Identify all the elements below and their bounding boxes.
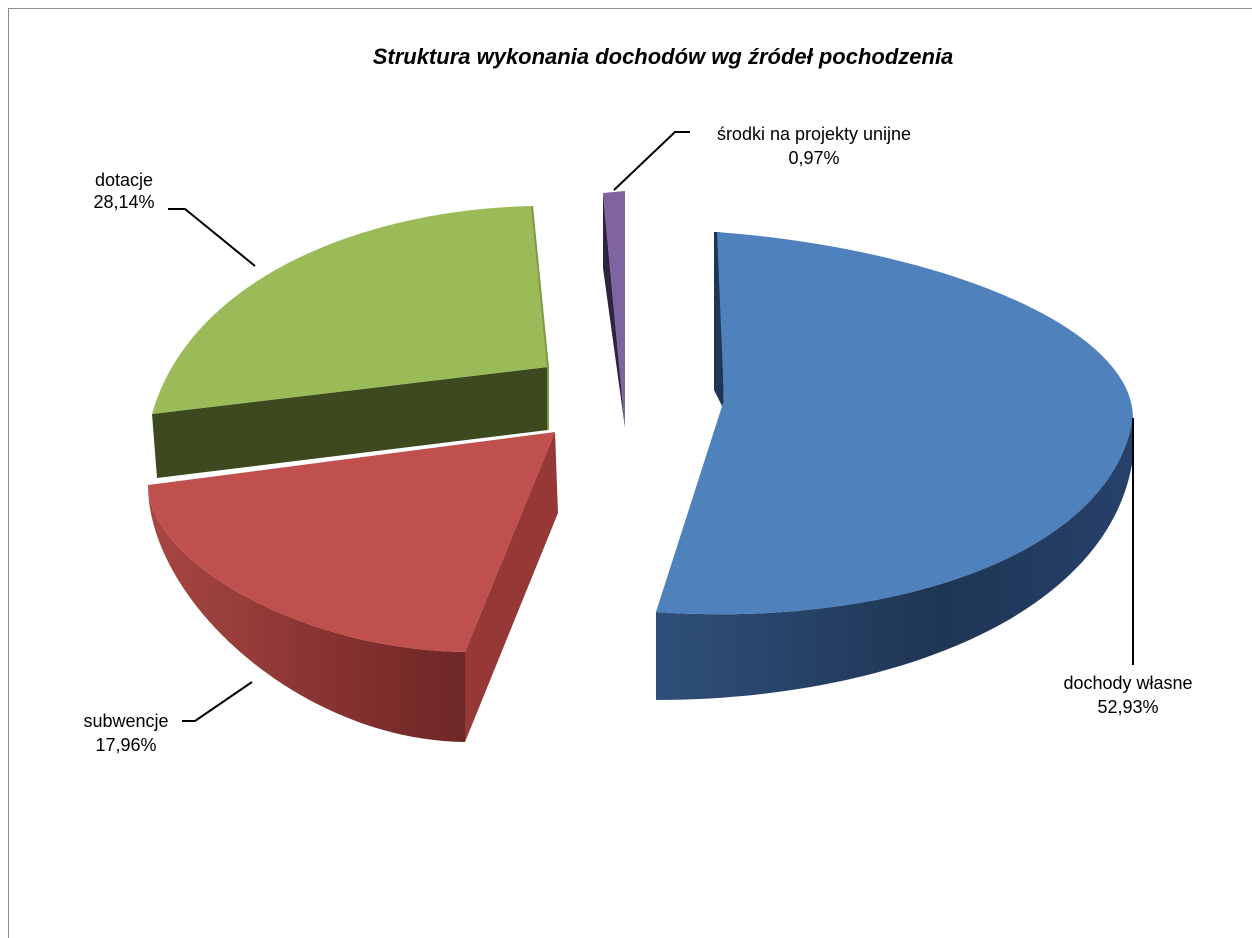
label-dotacje-value: 28,14% [93, 192, 154, 212]
label-subwencje-name: subwencje [83, 711, 168, 731]
slice-dotacje [152, 205, 549, 478]
slice-subwencje-face [465, 432, 558, 742]
slice-dotacje-side [152, 367, 548, 478]
slice-subwencje [148, 432, 558, 742]
chart-title: Struktura wykonania dochodów wg źródeł p… [373, 44, 954, 69]
leader-line-srodki-unijne [613, 131, 690, 191]
slice-subwencje-top [148, 432, 555, 652]
slice-dotacje-top [152, 206, 548, 414]
leader-line-subwencje [182, 681, 253, 722]
label-srodki-unijne-value: 0,97% [788, 148, 839, 168]
slice-dotacje-edge [531, 205, 549, 430]
slice-dochody-wlasne [656, 232, 1133, 700]
slice-srodki-unijne-top [603, 191, 625, 428]
slice-dochody-wlasne-top [656, 232, 1133, 615]
chart-area [8, 8, 1252, 938]
label-dochody-wlasne-name: dochody własne [1063, 673, 1192, 693]
label-subwencje-value: 17,96% [95, 735, 156, 755]
slice-subwencje-side [148, 485, 465, 742]
label-dotacje-name: dotacje [95, 170, 153, 190]
slice-dochody-wlasne-side [656, 418, 1133, 700]
label-srodki-unijne-name: środki na projekty unijne [717, 124, 911, 144]
leader-line-dotacje [168, 208, 256, 267]
slice-srodki-unijne [603, 191, 625, 428]
label-dochody-wlasne-value: 52,93% [1097, 697, 1158, 717]
slice-dochody-wlasne-face [714, 232, 724, 410]
